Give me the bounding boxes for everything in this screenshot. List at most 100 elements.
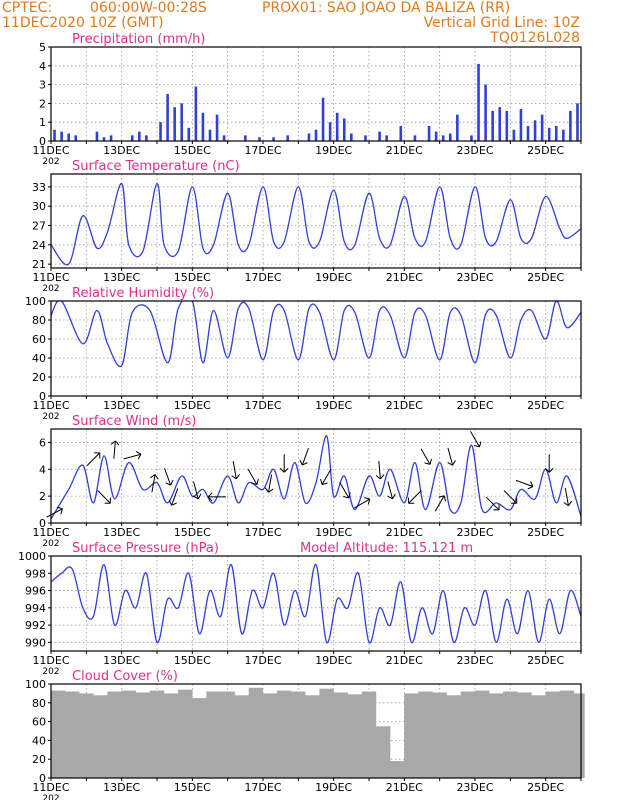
x-tick-label: 15DEC [174, 781, 211, 794]
cloud-bar [446, 695, 462, 778]
panel-title: Relative Humidity (%) [72, 286, 214, 301]
x-tick-label: 25DEC [527, 144, 564, 157]
panel-title: Surface Wind (m/s) [72, 414, 196, 429]
wind-arrow-head [104, 497, 111, 504]
wind-arrow [387, 481, 394, 499]
cloud-bar [79, 693, 94, 778]
precip-bar [328, 122, 332, 141]
cloud-bar [517, 692, 532, 778]
wind-arrow-head [438, 495, 447, 502]
y-tick-label: 80 [32, 697, 46, 710]
y-tick-label: 5 [39, 41, 46, 54]
precip-bar [441, 135, 445, 141]
wind-arrow-head [207, 492, 213, 502]
wind-arrow-head [424, 458, 432, 465]
y-tick-label: 27 [32, 220, 46, 233]
cloud-bar [333, 692, 348, 778]
wind-arrow-head [264, 487, 274, 493]
panel-frame [50, 683, 582, 779]
x-tick-label: 15DEC [174, 399, 211, 412]
precip-bar [364, 135, 367, 141]
wind-arrow-head [135, 450, 142, 460]
cloud-bar [319, 688, 334, 778]
wind-arrow-head [110, 440, 120, 446]
x-tick-label: 21DEC [386, 654, 423, 667]
x-tick-label: 13DEC [103, 144, 140, 157]
wind-arrow [515, 479, 534, 487]
precip-bar [399, 125, 403, 141]
precip-bar [434, 131, 438, 141]
wind-arrow-head [320, 478, 328, 485]
precip-bar [350, 133, 353, 141]
precip-bar [194, 86, 198, 141]
x-tick-label: 17DEC [244, 654, 281, 667]
y-tick-label: 1 [39, 116, 46, 129]
precip-bar [222, 135, 226, 141]
wind-arrow-head [343, 492, 351, 499]
x-tick-label: 23DEC [456, 144, 493, 157]
wind-arrow [268, 474, 273, 493]
y-tick-label: 2 [39, 97, 46, 110]
y-tick-label: 994 [25, 602, 46, 615]
series-line [51, 435, 581, 520]
x-tick-label: 15DEC [174, 144, 211, 157]
x-tick-label: 13DEC [103, 399, 140, 412]
y-tick-label: 80 [32, 314, 46, 327]
precip-bar [145, 135, 148, 141]
y-tick-label: 20 [32, 371, 46, 384]
series-line [51, 183, 581, 266]
wind-arrow [503, 490, 518, 504]
year-stub-label: 202 [42, 667, 59, 677]
precip-bar [569, 110, 572, 141]
x-tick-label: 21DEC [386, 526, 423, 539]
precip-bar [138, 131, 141, 141]
x-tick-label: 23DEC [456, 654, 493, 667]
precip-bar [208, 129, 212, 141]
wind-arrow [408, 490, 422, 504]
x-tick-label: 15DEC [174, 654, 211, 667]
cloud-bar [107, 691, 122, 778]
panel-title: Surface Temperature (nC) [72, 159, 240, 174]
precip-bar [456, 114, 459, 141]
cloud-bar [305, 695, 320, 778]
panel-5: 0 20 40 60 80 100 11DEC 13DEC 15DEC 17DEC 19DEC 21D… [25, 678, 585, 800]
precip-bar [540, 114, 544, 141]
wind-arrow-head [94, 452, 101, 459]
y-tick-label: 4 [39, 463, 46, 476]
series-line [51, 563, 581, 644]
cloud-bar [192, 698, 207, 778]
wind-arrow [353, 498, 370, 509]
coords-label: 060:00W-00:28S [90, 0, 207, 16]
x-tick-label: 13DEC [103, 781, 140, 794]
station-label: PROX01: SAO JOAO DA BALIZA (RR) [262, 0, 511, 16]
panel-title: Surface Pressure (hPa) [72, 541, 219, 556]
cloud-bar [361, 691, 377, 778]
year-stub-label: 202 [42, 539, 59, 549]
precip-bar [109, 135, 113, 141]
wind-arrow-head [447, 460, 456, 466]
precip-bar [498, 107, 502, 141]
wind-arrow [193, 481, 199, 499]
precip-bar [74, 135, 78, 141]
cloud-bar [149, 690, 165, 778]
wind-arrow-head [387, 493, 396, 500]
wind-arrow [434, 495, 445, 512]
y-tick-label: 0 [39, 772, 46, 785]
x-tick-label: 19DEC [315, 144, 352, 157]
wind-arrow-head [251, 478, 259, 485]
x-tick-label: 11DEC [32, 781, 69, 794]
precip-bar [272, 137, 275, 141]
y-tick-label: 990 [25, 636, 46, 649]
panel-frame [50, 46, 582, 142]
cloud-bar [418, 691, 433, 778]
wind-arrow-head [279, 467, 289, 473]
y-tick-label: 100 [25, 295, 46, 308]
year-stub-label: 202 [42, 794, 59, 800]
x-tick-label: 17DEC [244, 271, 281, 284]
x-tick-label: 13DEC [103, 526, 140, 539]
precip-bar [60, 131, 63, 141]
wind-arrow [46, 508, 63, 518]
wind-arrow [232, 461, 237, 479]
x-tick-label: 17DEC [244, 781, 281, 794]
precip-bar [448, 133, 452, 141]
